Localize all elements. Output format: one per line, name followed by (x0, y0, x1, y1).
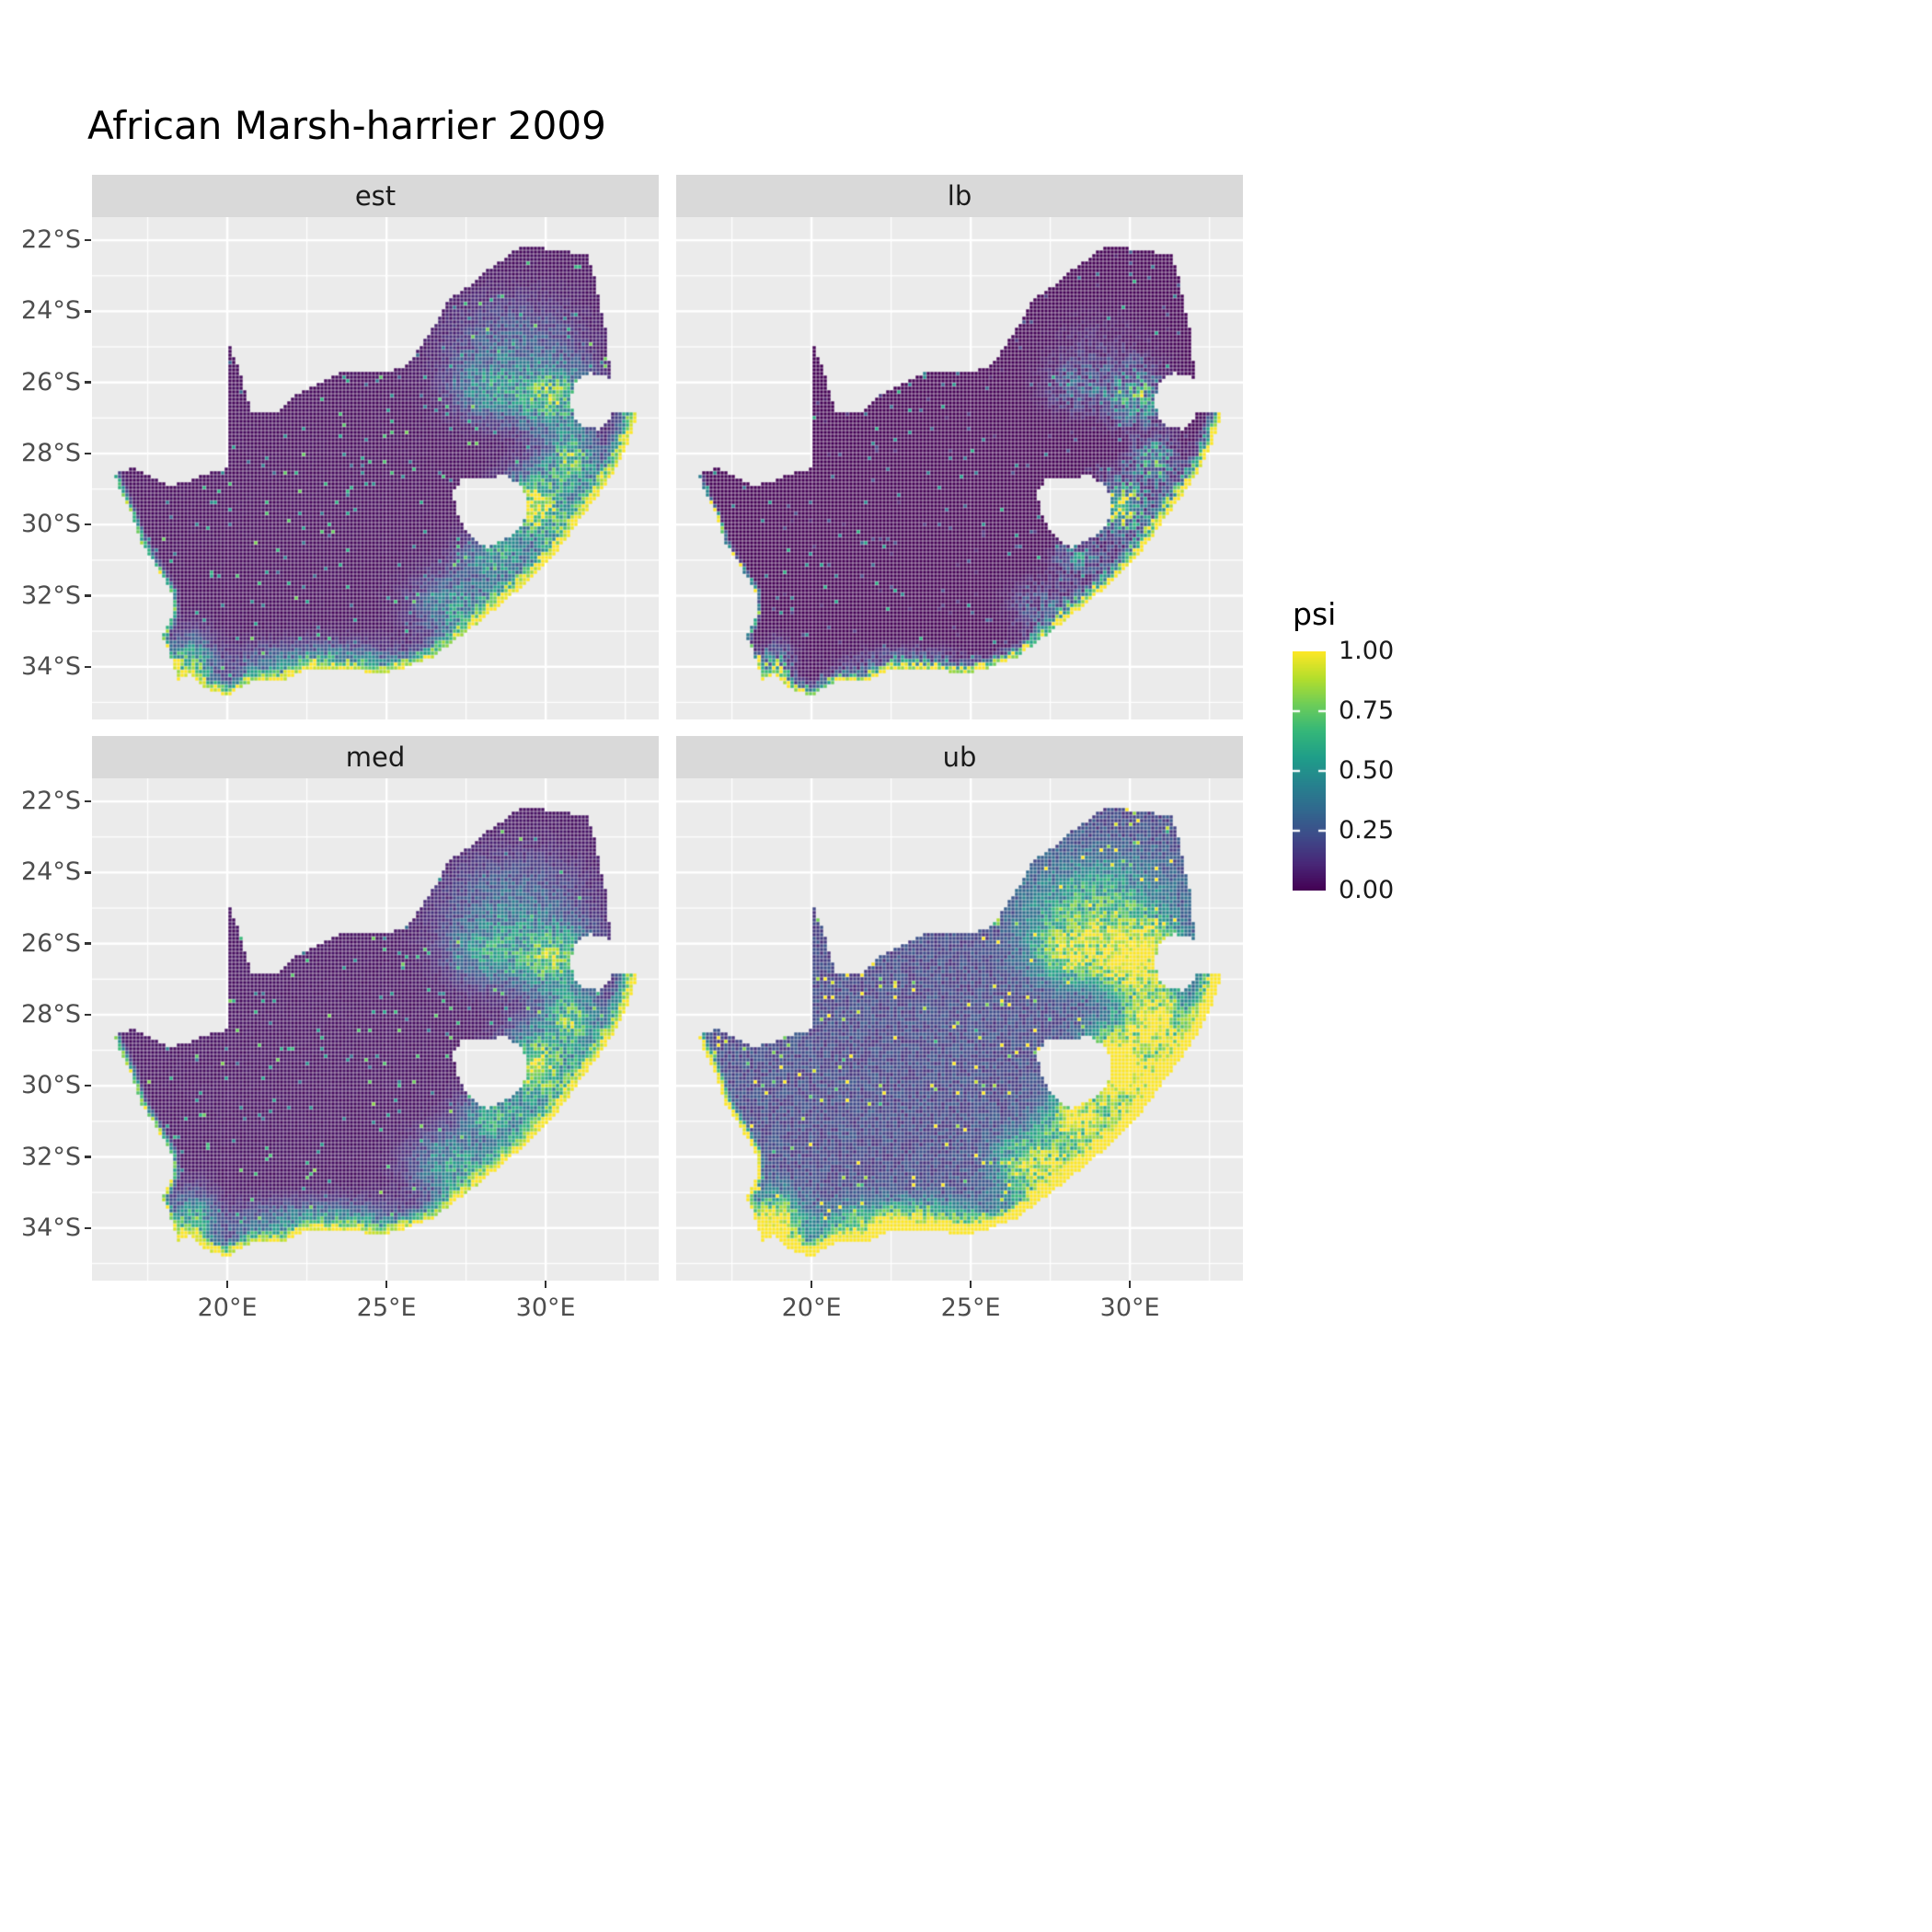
facet-map-lb (676, 217, 1243, 719)
y-axis-tick-label: 24°S (21, 857, 81, 887)
legend-tick-label: 0.50 (1339, 756, 1395, 785)
y-axis-tick-label: 32°S (21, 1142, 81, 1171)
facet-strip-ub: ub (676, 736, 1243, 778)
y-axis-tick-mark (85, 523, 91, 526)
x-axis-tick-mark (1128, 1281, 1132, 1288)
y-axis-tick-mark (85, 1013, 91, 1017)
x-axis-tick-mark (544, 1281, 547, 1288)
facet-strip-med-label: med (345, 742, 406, 773)
y-axis-tick-label: 34°S (21, 1213, 81, 1242)
y-axis-tick-mark (85, 799, 91, 803)
facet-map-est (92, 217, 659, 719)
y-axis-tick-label: 26°S (21, 928, 81, 958)
y-axis-tick-mark (85, 1226, 91, 1230)
x-axis-tick-mark (385, 1281, 388, 1288)
y-axis-tick-mark (85, 1156, 91, 1158)
legend-tick-label: 0.00 (1339, 876, 1395, 904)
y-axis-tick-mark (85, 381, 91, 384)
legend-title: psi (1293, 596, 1337, 632)
facet-strip-ub-label: ub (942, 742, 977, 773)
y-axis-tick-label: 26°S (21, 367, 81, 397)
y-axis-tick-mark (85, 452, 91, 455)
y-axis-tick-label: 32°S (21, 581, 81, 610)
y-axis-tick-mark (85, 942, 91, 945)
y-axis-tick-mark (85, 594, 91, 597)
x-axis-tick-label: 20°E (197, 1294, 258, 1322)
x-axis-tick-label: 25°E (940, 1294, 1001, 1322)
x-axis-tick-label: 30°E (515, 1294, 576, 1322)
x-axis-tick-mark (810, 1281, 813, 1288)
facet-strip-med: med (92, 736, 659, 778)
y-axis-tick-label: 22°S (21, 225, 81, 255)
facet-strip-est: est (92, 175, 659, 217)
legend-colorbar (1293, 651, 1326, 891)
y-axis-tick-label: 30°S (21, 1071, 81, 1100)
x-axis-tick-label: 30°E (1099, 1294, 1160, 1322)
y-axis-tick-mark (85, 1084, 91, 1087)
y-axis-tick-label: 30°S (21, 510, 81, 539)
facet-map-ub (676, 778, 1243, 1281)
facet-strip-lb-label: lb (947, 180, 972, 212)
y-axis-tick-label: 24°S (21, 296, 81, 326)
y-axis-tick-label: 22°S (21, 787, 81, 816)
x-axis-tick-mark (225, 1281, 229, 1288)
y-axis-tick-label: 28°S (21, 438, 81, 467)
facet-map-med (92, 778, 659, 1281)
x-axis-tick-label: 25°E (356, 1294, 417, 1322)
y-axis-tick-label: 34°S (21, 651, 81, 681)
y-axis-tick-mark (85, 665, 91, 669)
legend-tick-label: 0.25 (1339, 816, 1395, 845)
legend-tick-label: 0.75 (1339, 696, 1395, 725)
y-axis-tick-label: 28°S (21, 999, 81, 1029)
x-axis-tick-label: 20°E (781, 1294, 842, 1322)
facet-strip-est-label: est (354, 180, 397, 212)
y-axis-tick-mark (85, 310, 91, 313)
plot-title: African Marsh-harrier 2009 (87, 103, 606, 148)
facet-strip-lb: lb (676, 175, 1243, 217)
y-axis-tick-mark (85, 238, 91, 242)
legend-tick-label: 1.00 (1339, 637, 1395, 665)
x-axis-tick-mark (969, 1281, 972, 1288)
y-axis-tick-mark (85, 871, 91, 874)
